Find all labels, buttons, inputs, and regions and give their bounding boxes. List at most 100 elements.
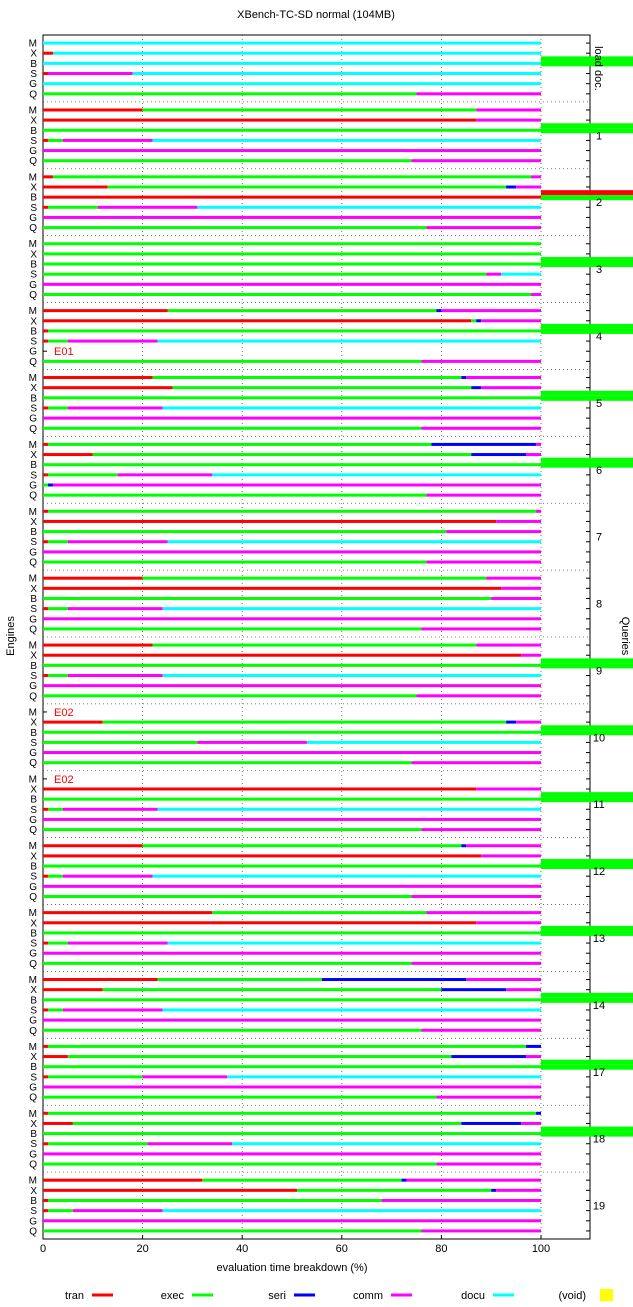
bar-segment-comm bbox=[421, 1229, 541, 1233]
engine-tick-label: Q bbox=[29, 758, 37, 769]
query-label: 10 bbox=[593, 732, 605, 744]
bar-segment-tran bbox=[43, 406, 48, 410]
engine-tick-label: B bbox=[30, 1129, 37, 1140]
bar-segment-tran bbox=[43, 1075, 48, 1079]
engine-tick-label: Q bbox=[29, 691, 37, 702]
bar-segment-comm bbox=[501, 586, 541, 590]
bar-segment-exec bbox=[43, 1028, 422, 1032]
bar-segment-exec bbox=[47, 329, 541, 333]
bar-segment-tran bbox=[43, 978, 158, 982]
void-indicator-segment bbox=[541, 190, 633, 196]
engine-tick-label: G bbox=[29, 547, 37, 558]
chart-title: XBench-TC-SD normal (104MB) bbox=[237, 9, 395, 21]
engine-tick-label: M bbox=[29, 507, 37, 518]
query-label: 3 bbox=[596, 264, 602, 276]
bar-segment-docu bbox=[132, 72, 541, 76]
bar-segment-exec bbox=[47, 1111, 537, 1115]
bar-segment-seri bbox=[526, 1044, 541, 1048]
engine-tick-label: G bbox=[29, 213, 37, 224]
bar-segment-comm bbox=[62, 874, 153, 878]
engine-tick-label: X bbox=[30, 651, 37, 662]
bar-segment-comm bbox=[62, 807, 158, 811]
query-label: load doc. bbox=[592, 46, 604, 91]
bar-segment-comm bbox=[43, 149, 541, 153]
bar-segment-comm bbox=[416, 92, 541, 96]
bar-segment-seri bbox=[451, 1055, 527, 1059]
engine-tick-label: X bbox=[30, 584, 37, 595]
bar-segment-tran bbox=[43, 339, 48, 343]
bar-segment-exec bbox=[43, 272, 487, 276]
bar-segment-comm bbox=[526, 1055, 541, 1059]
void-indicator-segment bbox=[541, 725, 633, 731]
bar-segment-comm bbox=[426, 911, 541, 915]
engine-tick-label: Q bbox=[29, 624, 37, 635]
bar-segment-comm bbox=[466, 978, 541, 982]
engine-tick-label: S bbox=[30, 203, 37, 214]
void-indicator-segment bbox=[541, 730, 633, 736]
engine-tick-label: M bbox=[29, 975, 37, 986]
void-indicator-segment bbox=[541, 864, 633, 870]
bar-segment-comm bbox=[47, 72, 133, 76]
bar-segment-seri bbox=[536, 1111, 541, 1115]
engine-tick-label: Q bbox=[29, 491, 37, 502]
engine-tick-label: Q bbox=[29, 1160, 37, 1171]
bar-segment-tran bbox=[43, 540, 48, 544]
bar-segment-seri bbox=[321, 978, 467, 982]
bar-segment-comm bbox=[436, 1162, 541, 1166]
bar-segment-comm bbox=[421, 1028, 541, 1032]
x-tick-label: 0 bbox=[40, 1243, 46, 1255]
void-indicator-segment bbox=[541, 128, 633, 134]
bar-segment-exec bbox=[47, 442, 432, 446]
void-indicator-segment bbox=[541, 1059, 633, 1065]
bar-segment-exec bbox=[152, 376, 462, 380]
bar-segment-exec bbox=[43, 596, 492, 600]
bar-segment-comm bbox=[481, 854, 541, 858]
engine-tick-label: S bbox=[30, 872, 37, 883]
bar-segment-tran bbox=[43, 787, 477, 791]
y-axis-label-engines: Engines bbox=[5, 616, 17, 656]
bar-segment-comm bbox=[486, 576, 541, 580]
bar-segment-docu bbox=[52, 51, 542, 55]
bar-segment-seri bbox=[471, 386, 482, 390]
engine-tick-label: M bbox=[29, 172, 37, 183]
error-annotation: E02 bbox=[54, 774, 74, 786]
void-indicator-segment bbox=[541, 792, 633, 798]
bar-segment-comm bbox=[43, 884, 541, 888]
engine-tick-label: M bbox=[29, 641, 37, 652]
engine-tick-label: S bbox=[30, 671, 37, 682]
bar-segment-seri bbox=[506, 185, 517, 189]
bar-segment-comm bbox=[476, 118, 541, 122]
engine-tick-label: M bbox=[29, 1109, 37, 1120]
bar-segment-exec bbox=[43, 1162, 437, 1166]
bar-segment-tran bbox=[43, 586, 502, 590]
bar-segment-exec bbox=[43, 894, 412, 898]
engine-tick-label: X bbox=[30, 918, 37, 929]
legend: tran exec seri comm docu (void) bbox=[65, 1289, 613, 1302]
bar-segment-comm bbox=[43, 817, 541, 821]
bar-segment-seri bbox=[401, 1178, 407, 1182]
bar-segment-exec bbox=[43, 663, 541, 667]
bar-segment-tran bbox=[43, 51, 53, 55]
bar-segment-tran bbox=[43, 386, 173, 390]
query-label: 13 bbox=[593, 933, 605, 945]
engine-tick-label: S bbox=[30, 604, 37, 615]
bar-segment-comm bbox=[481, 319, 541, 323]
legend-label-(void): (void) bbox=[558, 1290, 586, 1302]
query-label: 11 bbox=[593, 799, 604, 811]
engine-tick-label: Q bbox=[29, 156, 37, 167]
bar-segment-tran bbox=[43, 453, 93, 457]
bar-segment-comm bbox=[97, 205, 198, 209]
void-indicator-segment bbox=[541, 61, 633, 67]
bar-segment-comm bbox=[411, 761, 541, 765]
bar-segment-comm bbox=[446, 530, 541, 534]
bar-segment-exec bbox=[102, 720, 507, 724]
bar-segment-comm bbox=[481, 386, 541, 390]
engine-tick-label: G bbox=[29, 414, 37, 425]
bar-segment-comm bbox=[421, 627, 541, 631]
void-indicator-segment bbox=[541, 257, 633, 263]
engine-tick-label: B bbox=[30, 260, 37, 271]
bar-segment-comm bbox=[491, 596, 541, 600]
bar-segment-docu bbox=[157, 339, 542, 343]
engine-tick-label: G bbox=[29, 481, 37, 492]
